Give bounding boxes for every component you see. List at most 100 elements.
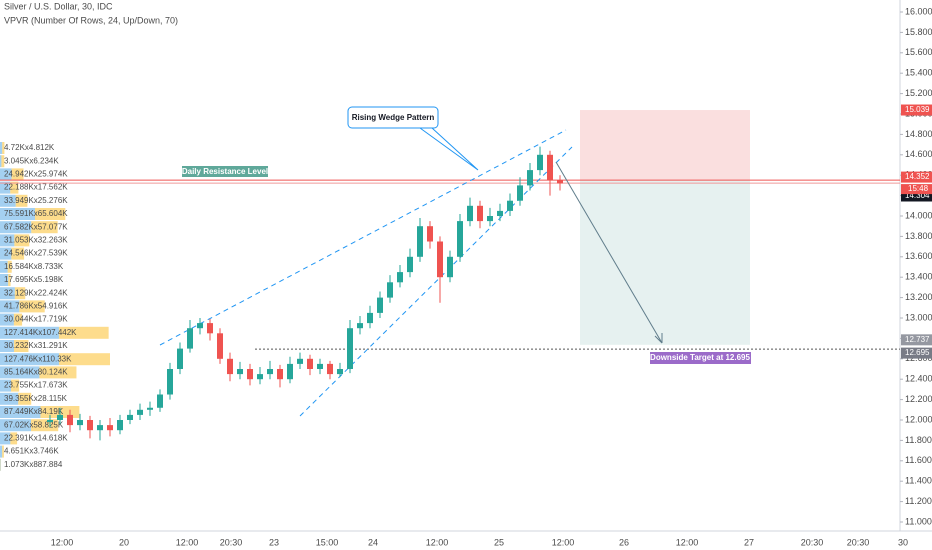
price-tag-label: 14.352 xyxy=(905,172,930,181)
candle-body xyxy=(367,312,373,324)
volume-down xyxy=(1,155,5,168)
y-tick-label: 11.600 xyxy=(905,455,932,465)
target-label-bg xyxy=(650,352,751,364)
y-tick-label: 13.600 xyxy=(905,251,932,261)
y-tick-label: 13.800 xyxy=(905,231,932,241)
volume-label: 16.584Kx8.733K xyxy=(4,262,64,271)
x-tick-label: 20:30 xyxy=(847,537,870,547)
candle-body xyxy=(487,216,493,222)
y-tick-label: 13.400 xyxy=(905,272,932,282)
x-tick-label: 12:00 xyxy=(176,537,199,547)
volume-label: 1.073Kx887.884 xyxy=(4,460,63,469)
volume-up xyxy=(0,353,59,366)
volume-label: 41.786Kx54.916K xyxy=(4,302,68,311)
callout-text: Rising Wedge Pattern xyxy=(352,113,435,122)
candle-body xyxy=(317,363,323,369)
volume-label: 39.355Kx28.115K xyxy=(4,394,68,403)
y-tick-label: 13.000 xyxy=(905,312,932,322)
price-tag xyxy=(901,190,932,202)
candle-body xyxy=(227,358,233,375)
volume-up xyxy=(0,366,40,379)
volume-up xyxy=(0,326,59,339)
candle-body xyxy=(167,369,173,395)
candle-body xyxy=(307,358,313,369)
wedge-upper xyxy=(159,129,567,346)
price-tag-label: 14.304 xyxy=(905,191,930,200)
volume-down xyxy=(19,300,45,313)
projection-arrow xyxy=(555,161,663,344)
countdown-label: 15:48 xyxy=(908,184,929,193)
x-tick-label: 24 xyxy=(368,537,378,547)
volume-label: 85.164Kx80.124K xyxy=(4,368,68,377)
candle-body xyxy=(187,328,193,349)
volume-up xyxy=(0,168,12,181)
volume-label: 31.053Kx32.263K xyxy=(4,236,68,245)
volume-up xyxy=(0,208,35,220)
candle-body xyxy=(47,420,53,423)
volume-down xyxy=(11,168,24,181)
volume-label: 17.695Kx5.198K xyxy=(4,275,64,284)
volume-up xyxy=(0,379,11,392)
y-tick-label: 12.000 xyxy=(905,414,932,424)
x-tick-label: 26 xyxy=(619,537,629,547)
volume-down xyxy=(58,353,110,366)
volume-up xyxy=(0,194,16,207)
volume-down xyxy=(10,181,19,194)
volume-down xyxy=(2,445,4,458)
volume-up xyxy=(0,340,14,352)
y-tick-label: 13.200 xyxy=(905,292,932,302)
volume-up xyxy=(0,432,11,445)
candle-body xyxy=(177,348,183,369)
volume-down xyxy=(2,142,5,154)
arrow-head xyxy=(654,333,663,344)
x-tick-label: 20 xyxy=(119,537,129,547)
candle-body xyxy=(207,323,213,334)
volume-up xyxy=(0,300,20,313)
volume-label: 24.546Kx27.539K xyxy=(4,249,68,258)
volume-label: 30.232Kx31.291K xyxy=(4,341,68,350)
x-tick-label: 12:00 xyxy=(51,537,74,547)
candle-body xyxy=(247,369,253,380)
volume-label: 23.755Kx17.673K xyxy=(4,381,68,390)
price-tag xyxy=(901,104,932,116)
candle-body xyxy=(137,409,143,415)
wedge-lower xyxy=(299,146,573,417)
volume-down xyxy=(31,221,58,234)
x-tick-label: 12:00 xyxy=(426,537,449,547)
candle-body xyxy=(337,369,343,375)
y-tick-label: 12.400 xyxy=(905,374,932,384)
candle-body xyxy=(527,170,533,186)
stop-zone xyxy=(580,110,750,181)
x-tick-label: 30 xyxy=(898,537,908,547)
candle-body xyxy=(457,221,463,257)
candle-body xyxy=(427,226,433,242)
candle-body xyxy=(217,333,223,359)
candle-body xyxy=(497,210,503,216)
volume-up xyxy=(0,287,15,300)
y-tick-label: 15.600 xyxy=(905,47,932,57)
x-tick-label: 20:30 xyxy=(801,537,824,547)
price-tag xyxy=(901,334,932,346)
volume-down xyxy=(31,419,59,432)
volume-label: 67.582Kx57.077K xyxy=(4,222,68,231)
volume-label: 67.02Kx58.825K xyxy=(4,420,64,429)
resistance-label-bg xyxy=(182,166,268,177)
price-tag xyxy=(901,347,932,359)
candle-body xyxy=(77,420,83,426)
volume-up xyxy=(0,234,15,247)
volume-label: 22.391Kx14.618K xyxy=(4,434,68,443)
target-zone xyxy=(580,180,750,345)
candle-body xyxy=(327,363,333,375)
candle-body xyxy=(557,180,563,184)
y-tick-label: 15.400 xyxy=(905,68,932,78)
candle-body xyxy=(277,369,283,380)
candle-body xyxy=(547,154,553,181)
candle-body xyxy=(267,369,273,375)
candle-body xyxy=(197,323,203,329)
y-tick-label: 14.000 xyxy=(905,210,932,220)
indicator-label: VPVR (Number Of Rows, 24, Up/Down, 70) xyxy=(4,15,178,25)
y-tick-label: 11.200 xyxy=(905,496,932,506)
y-tick-label: 11.400 xyxy=(905,476,932,486)
candle-body xyxy=(507,200,513,211)
volume-down xyxy=(14,234,30,247)
